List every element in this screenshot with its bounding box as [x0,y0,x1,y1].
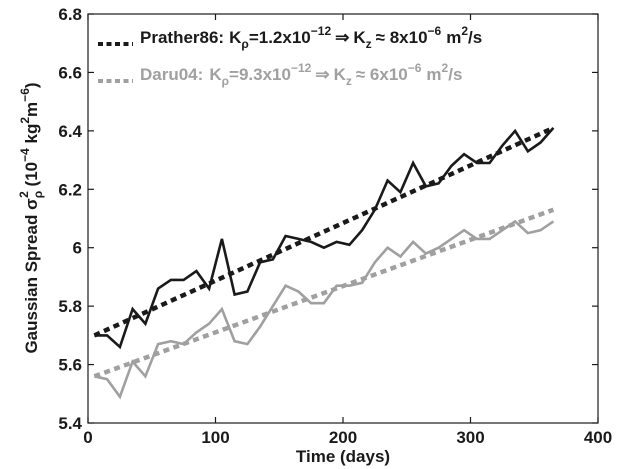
x-tick-label: 300 [456,428,484,447]
axis-ticks: 0 100 200 300 400 5.4 5.6 5.8 6 6.2 6.4 6.6 6.8 [58,5,612,447]
y-tick-label: 5.8 [58,297,82,316]
series-line-daru04-fit [93,207,555,379]
y-tick-label: 5.4 [58,414,82,433]
plot-area [87,13,599,424]
legend-entry-prather86: Prather86: Kρ=1.2x10−12 ⇒ Kz ≈ 8x10−6 m2/s [140,24,482,51]
y-axis-label-units-exp1: −4 [18,148,32,162]
y-axis-label-units-open: (10 [22,162,41,191]
series-line-daru04 [94,219,555,400]
y-axis-label-units-exp3: −6 [18,88,32,102]
y-tick-label: 6.6 [58,63,82,82]
y-axis-label-main: Gaussian Spread σ [22,198,41,354]
x-tick-label: 400 [584,428,612,447]
y-axis-label-sup: 2 [17,191,31,198]
x-tick-label: 0 [83,428,92,447]
series-layer [93,125,555,400]
y-axis-label-units-m: m [22,102,41,117]
y-tick-label: 6.2 [58,180,82,199]
series-line-prather86 [94,127,555,350]
y-axis-label-sub: ρ [31,191,45,198]
y-tick-label: 6 [73,239,82,258]
legend-entry-daru04: Daru04: Kρ=9.3x10−12 ⇒ Kz ≈ 6x10−6 m2/s [140,61,462,88]
x-axis-label: Time (days) [296,447,390,466]
y-axis-label-units-exp2: 2 [18,117,32,124]
x-tick-label: 200 [329,428,357,447]
y-tick-label: 6.8 [58,5,82,24]
y-axis-label-units-close: ) [22,82,41,88]
y-axis-label-units-mid: kg [22,124,41,149]
y-tick-label: 6.4 [58,122,82,141]
y-axis-label: Gaussian Spread σρ2 (10−4 kg2m−6) [17,82,45,353]
y-tick-label: 5.6 [58,356,82,375]
x-tick-label: 100 [201,428,229,447]
legend: Prather86: Kρ=1.2x10−12 ⇒ Kz ≈ 8x10−6 m2/s Da… [98,24,482,88]
